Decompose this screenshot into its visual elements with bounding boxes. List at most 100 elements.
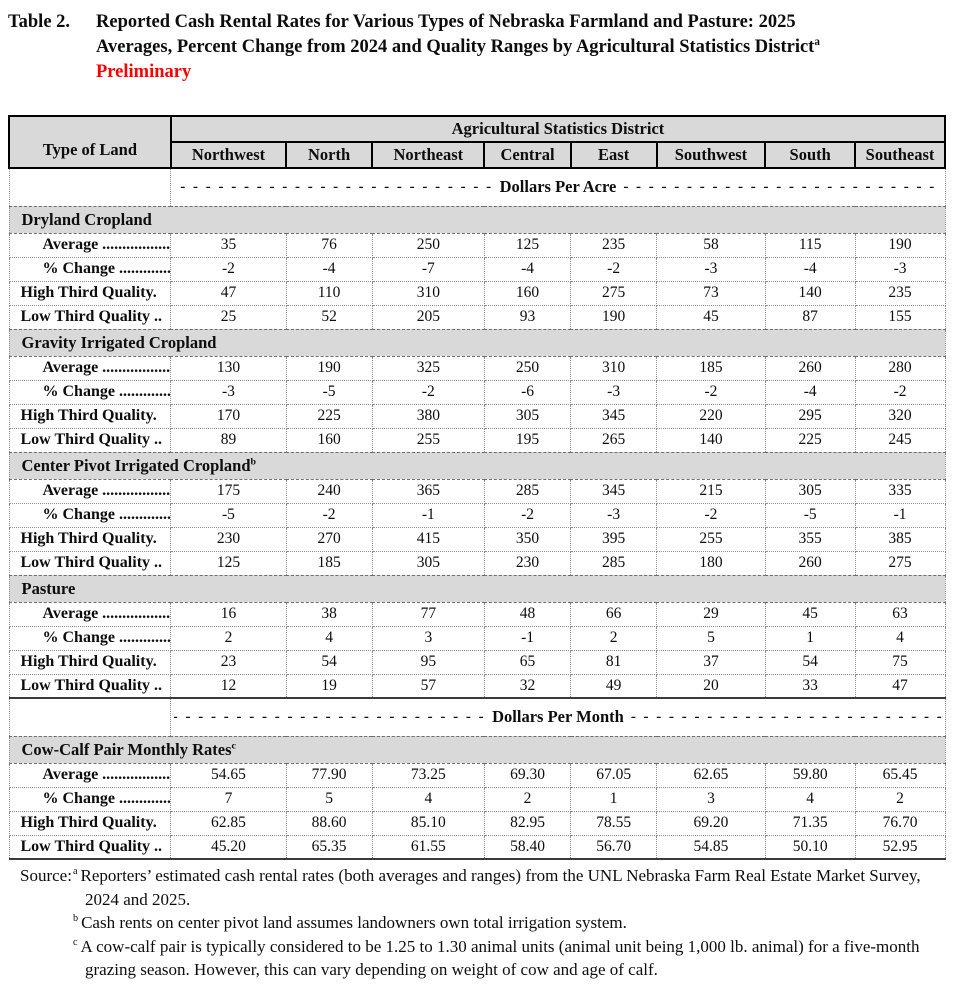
value-cell: 270 [285,526,373,552]
value-cell: 2 [854,786,946,812]
row-label: Low Third Quality .. [8,673,172,699]
value-cell: 190 [854,232,946,258]
value-cell: 170 [170,403,287,429]
value-cell: 190 [570,304,658,330]
footnote-b: b Cash rents on center pivot land assumes… [73,911,952,935]
leader-dashes-left: - - - - - - - - - - - - - - - - - - - - … [174,708,486,725]
data-row: Average ................. 16 38 77 48 66 29 45 6… [8,601,946,627]
value-cell: -3 [570,502,658,528]
value-cell: 380 [371,403,485,429]
value-cell: 235 [854,280,946,306]
data-row: Average ................. 175 240 365 285 345… [8,478,946,504]
value-cell: 76.70 [854,810,946,836]
footnote-a-marker: a [73,866,78,878]
value-cell: 415 [371,526,485,552]
value-cell: 180 [656,550,766,576]
value-cell: 75 [854,649,946,675]
value-cell: 1 [764,625,856,651]
leader-dashes-left: - - - - - - - - - - - - - - - - - - - - … [174,178,493,195]
value-cell: 65.35 [285,834,373,860]
unit-row-month: - - - - - - - - - - - - - - - - - - - - … [8,697,946,737]
value-cell: 37 [656,649,766,675]
value-cell: 61.55 [371,834,485,860]
value-cell: 250 [483,355,572,381]
value-cell: -7 [371,256,485,282]
value-cell: -3 [854,256,946,282]
value-cell: 4 [764,786,856,812]
value-cell: 59.80 [764,762,856,788]
table-number: Table 2. [8,12,71,32]
value-cell: 310 [371,280,485,306]
unit-label-wrap: - - - - - - - - - - - - - - - - - - - - … [174,707,941,727]
value-cell: 82.95 [483,810,572,836]
data-row: High Third Quality. 170 225 380 305 345 220 295… [8,403,946,429]
title-footnote-marker: a [814,35,820,48]
footnote-c-marker: c [73,936,78,948]
value-cell: 81 [570,649,658,675]
value-cell: 77.90 [285,762,373,788]
value-cell: -5 [764,502,856,528]
value-cell: 255 [371,427,485,453]
value-cell: 20 [656,673,766,699]
value-cell: 355 [764,526,856,552]
value-cell: -2 [483,502,572,528]
source-label: Source: [20,866,72,885]
rates-table: Type of Land Agricultural Statistics Dist… [8,115,947,860]
section-title: Cow-Calf Pair Monthly Rates [21,739,232,759]
value-cell: -2 [656,379,766,405]
value-cell: 38 [285,601,373,627]
leader-dashes-right: - - - - - - - - - - - - - - - - - - - - … [630,708,942,725]
footnote-c-text: A cow-calf pair is typically considered … [80,936,920,980]
value-cell: 58 [656,232,766,258]
value-cell: 45 [656,304,766,330]
value-cell: -6 [483,379,572,405]
section-header: Center Pivot Irrigated Croplandb [8,451,946,480]
preliminary-label: Preliminary [96,62,192,82]
row-label: Low Third Quality .. [8,834,172,860]
value-cell: 58.40 [483,834,572,860]
section-title: Pasture [21,578,76,598]
value-cell: 320 [854,403,946,429]
value-cell: 50.10 [764,834,856,860]
unit-label: Dollars Per Acre [499,177,617,197]
data-row: % Change .............. -5 -2 -1 -2 -3 -2 -5 -1 [8,502,946,528]
data-row: % Change .............. 2 4 3 -1 2 5 1 4 [8,625,946,651]
section-title: Gravity Irrigated Cropland [21,332,217,352]
data-row: High Third Quality. 47 110 310 160 275 73 140 23… [8,280,946,306]
row-label: Average ................. [8,601,172,627]
row-label: High Third Quality. [8,526,172,552]
district-header: Southeast [854,141,946,169]
section-title: Center Pivot Irrigated Cropland [21,455,251,475]
value-cell: 3 [371,625,485,651]
value-cell: 255 [656,526,766,552]
value-cell: 7 [170,786,287,812]
value-cell: 295 [764,403,856,429]
value-cell: -4 [285,256,373,282]
value-cell: 245 [854,427,946,453]
value-cell: 230 [170,526,287,552]
value-cell: -4 [483,256,572,282]
value-cell: 125 [483,232,572,258]
value-cell: 195 [483,427,572,453]
value-cell: 285 [570,550,658,576]
value-cell: 305 [371,550,485,576]
section-title: Dryland Cropland [21,209,152,229]
value-cell: 365 [371,478,485,504]
value-cell: 225 [764,427,856,453]
data-row: Low Third Quality .. 45.20 65.35 61.55 58.40… [8,834,946,860]
section-row: Cow-Calf Pair Monthly Ratesc [8,735,946,764]
value-cell: 45.20 [170,834,287,860]
section-row: Gravity Irrigated Cropland [8,328,946,357]
value-cell: 260 [764,550,856,576]
value-cell: 78.55 [570,810,658,836]
table-header: Type of Land Agricultural Statistics Dist… [8,115,947,169]
value-cell: -2 [170,256,287,282]
row-label: Low Third Quality .. [8,550,172,576]
value-cell: 63 [854,601,946,627]
value-cell: 305 [483,403,572,429]
value-cell: 110 [285,280,373,306]
data-row: Average ................. 54.65 77.90 73.25… [8,762,946,788]
row-label: High Third Quality. [8,649,172,675]
